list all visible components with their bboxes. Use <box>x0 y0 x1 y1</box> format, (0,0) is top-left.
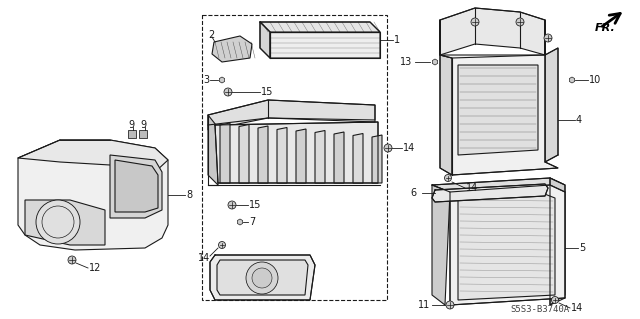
Text: 6: 6 <box>410 188 416 198</box>
FancyBboxPatch shape <box>139 130 147 138</box>
Polygon shape <box>260 22 270 58</box>
Text: 3: 3 <box>203 75 209 85</box>
Text: 8: 8 <box>186 190 192 200</box>
Circle shape <box>252 268 272 288</box>
Circle shape <box>471 18 479 26</box>
Text: 15: 15 <box>249 200 261 210</box>
Circle shape <box>36 200 80 244</box>
Polygon shape <box>110 155 162 218</box>
Circle shape <box>544 34 552 42</box>
Polygon shape <box>296 129 306 183</box>
Polygon shape <box>215 122 378 183</box>
Text: 14: 14 <box>198 253 211 263</box>
Text: 12: 12 <box>89 263 101 273</box>
Text: 11: 11 <box>418 300 430 310</box>
Polygon shape <box>258 126 268 183</box>
Polygon shape <box>220 77 225 83</box>
Polygon shape <box>458 193 555 300</box>
Circle shape <box>246 262 278 294</box>
Polygon shape <box>212 36 252 62</box>
Polygon shape <box>550 178 565 305</box>
Circle shape <box>384 144 392 152</box>
Polygon shape <box>570 77 575 83</box>
Polygon shape <box>545 20 558 162</box>
Circle shape <box>552 296 559 303</box>
Polygon shape <box>432 185 450 305</box>
Polygon shape <box>25 200 105 245</box>
Polygon shape <box>440 55 558 175</box>
Circle shape <box>218 241 225 249</box>
Polygon shape <box>458 65 538 155</box>
Circle shape <box>516 18 524 26</box>
Circle shape <box>68 256 76 264</box>
Polygon shape <box>18 140 168 172</box>
Circle shape <box>228 201 236 209</box>
Polygon shape <box>433 59 438 65</box>
Polygon shape <box>18 140 168 250</box>
Text: 5: 5 <box>579 243 585 253</box>
Text: S5S3-B3740A: S5S3-B3740A <box>511 306 570 315</box>
Polygon shape <box>217 260 308 295</box>
Polygon shape <box>208 115 220 185</box>
Polygon shape <box>353 133 363 183</box>
Polygon shape <box>432 184 548 202</box>
Text: 14: 14 <box>466 183 478 193</box>
Circle shape <box>224 88 232 96</box>
Polygon shape <box>237 219 243 225</box>
Text: 10: 10 <box>589 75 601 85</box>
Text: 2: 2 <box>208 30 214 40</box>
Text: 13: 13 <box>400 57 412 67</box>
Text: 9: 9 <box>128 120 134 130</box>
Polygon shape <box>432 178 565 192</box>
Text: 14: 14 <box>403 143 415 153</box>
Polygon shape <box>450 185 565 305</box>
Polygon shape <box>239 124 249 183</box>
Text: 9: 9 <box>140 120 146 130</box>
Text: 1: 1 <box>394 35 400 45</box>
Text: FR.: FR. <box>595 23 616 33</box>
FancyBboxPatch shape <box>128 130 136 138</box>
Polygon shape <box>208 100 375 130</box>
Text: 15: 15 <box>261 87 273 97</box>
Polygon shape <box>372 135 382 183</box>
Circle shape <box>445 174 451 182</box>
Polygon shape <box>277 128 287 183</box>
Text: 14: 14 <box>571 303 583 313</box>
Polygon shape <box>315 130 325 183</box>
Polygon shape <box>334 132 344 183</box>
Polygon shape <box>260 22 380 32</box>
Polygon shape <box>220 123 230 183</box>
Polygon shape <box>440 20 452 175</box>
Text: 4: 4 <box>576 115 582 125</box>
Polygon shape <box>115 160 158 212</box>
Polygon shape <box>210 255 315 300</box>
Polygon shape <box>440 8 545 55</box>
Text: 7: 7 <box>249 217 255 227</box>
Polygon shape <box>270 32 380 58</box>
Circle shape <box>446 301 454 309</box>
